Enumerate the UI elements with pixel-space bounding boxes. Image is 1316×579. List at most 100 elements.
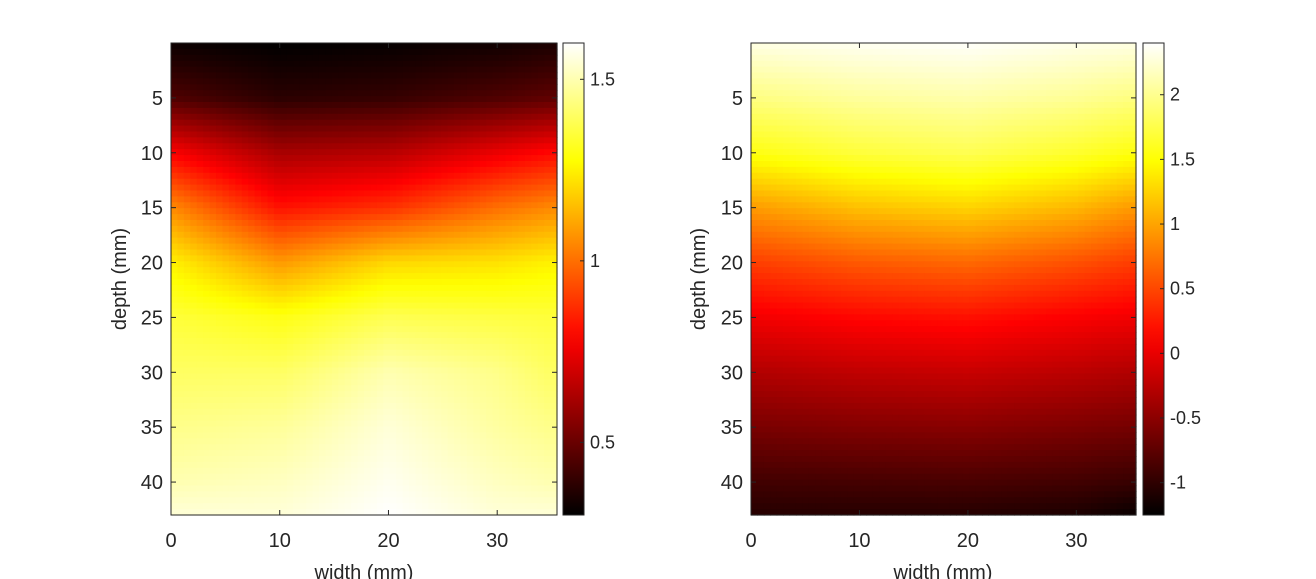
- heatmap-cell: [261, 119, 269, 127]
- heatmap-cell: [460, 290, 468, 298]
- heatmap-cell: [171, 461, 179, 469]
- heatmap-cell: [293, 426, 301, 433]
- heatmap-cell: [286, 461, 294, 469]
- heatmap-cell: [318, 72, 326, 79]
- heatmap-cell: [370, 391, 378, 398]
- heatmap-cell: [402, 54, 410, 62]
- heatmap-cell: [325, 361, 333, 369]
- heatmap-cell: [222, 273, 230, 280]
- heatmap-cell: [254, 314, 262, 321]
- heatmap-cell: [550, 302, 558, 310]
- heatmap-cell: [351, 149, 359, 156]
- heatmap-cell: [376, 196, 384, 203]
- heatmap-cell: [550, 467, 558, 475]
- heatmap-cell: [293, 190, 301, 197]
- heatmap-cell: [550, 184, 558, 192]
- heatmap-cell: [396, 60, 404, 68]
- heatmap-cell: [486, 385, 494, 392]
- heatmap-cell: [216, 190, 224, 197]
- heatmap-cell: [235, 84, 243, 91]
- heatmap-cell: [299, 90, 307, 97]
- heatmap-cell: [209, 302, 217, 310]
- heatmap-cell: [544, 349, 552, 357]
- heatmap-cell: [177, 314, 185, 321]
- heatmap-cell: [357, 90, 365, 97]
- heatmap-cell: [415, 43, 423, 50]
- heatmap-cell: [209, 243, 217, 251]
- heatmap-cell: [306, 343, 314, 351]
- heatmap-cell: [280, 172, 288, 180]
- heatmap-cell: [441, 338, 449, 345]
- heatmap-cell: [331, 367, 339, 374]
- heatmap-cell: [286, 243, 294, 251]
- heatmap-cell: [273, 314, 281, 321]
- heatmap-cell: [409, 208, 417, 215]
- heatmap-cell: [518, 296, 526, 304]
- heatmap-cell: [338, 503, 346, 510]
- heatmap-cell: [293, 208, 301, 215]
- heatmap-cell: [537, 509, 545, 516]
- heatmap-cell: [511, 408, 519, 416]
- heatmap-cell: [550, 408, 558, 416]
- heatmap-cell: [524, 491, 532, 498]
- heatmap-cell: [344, 332, 352, 339]
- heatmap-cell: [402, 119, 410, 127]
- heatmap-cell: [228, 78, 236, 85]
- heatmap-cell: [505, 113, 513, 121]
- heatmap-cell: [905, 43, 913, 50]
- heatmap-cell: [795, 48, 803, 56]
- heatmap-cell: [190, 172, 198, 180]
- heatmap-cell: [428, 432, 436, 439]
- heatmap-cell: [402, 408, 410, 416]
- heatmap-cell: [241, 60, 249, 68]
- heatmap-cell: [396, 397, 404, 404]
- heatmap-cell: [492, 509, 500, 516]
- heatmap-cell: [415, 261, 423, 268]
- heatmap-cell: [171, 43, 179, 50]
- heatmap-cell: [447, 461, 455, 469]
- heatmap-cell: [248, 202, 256, 209]
- heatmap-cell: [364, 172, 372, 180]
- heatmap-cell: [441, 161, 449, 168]
- heatmap-cell: [338, 267, 346, 274]
- heatmap-cell: [183, 90, 191, 97]
- heatmap-cell: [473, 261, 481, 268]
- heatmap-cell: [441, 131, 449, 138]
- heatmap-cell: [241, 326, 249, 333]
- heatmap-cell: [357, 243, 365, 251]
- heatmap-cell: [325, 332, 333, 339]
- heatmap-cell: [486, 54, 494, 62]
- heatmap-cell: [454, 196, 462, 203]
- heatmap-cell: [261, 355, 269, 363]
- heatmap-cell: [235, 172, 243, 180]
- heatmap-cell: [402, 255, 410, 262]
- heatmap-cell: [222, 497, 230, 504]
- heatmap-cell: [357, 420, 365, 428]
- heatmap-cell: [286, 349, 294, 357]
- heatmap-cell: [466, 385, 474, 392]
- heatmap-cell: [235, 196, 243, 203]
- heatmap-cell: [299, 184, 307, 192]
- heatmap-cell: [447, 420, 455, 428]
- heatmap-cell: [531, 237, 539, 245]
- heatmap-cell: [415, 96, 423, 103]
- heatmap-cell: [376, 491, 384, 498]
- heatmap-cell: [454, 102, 462, 109]
- heatmap-cell: [370, 438, 378, 445]
- heatmap-cell: [306, 438, 314, 445]
- heatmap-cell: [460, 332, 468, 339]
- heatmap-cell: [261, 255, 269, 262]
- heatmap-cell: [447, 137, 455, 144]
- heatmap-cell: [428, 379, 436, 386]
- heatmap-cell: [531, 467, 539, 475]
- heatmap-cell: [434, 444, 442, 451]
- heatmap-cell: [286, 326, 294, 333]
- heatmap-cell: [248, 438, 256, 445]
- heatmap-cell: [261, 125, 269, 133]
- heatmap-cell: [261, 208, 269, 215]
- heatmap-cell: [351, 237, 359, 245]
- heatmap-cell: [261, 414, 269, 422]
- heatmap-cell: [209, 503, 217, 510]
- heatmap-cell: [299, 190, 307, 197]
- heatmap-cell: [409, 172, 417, 180]
